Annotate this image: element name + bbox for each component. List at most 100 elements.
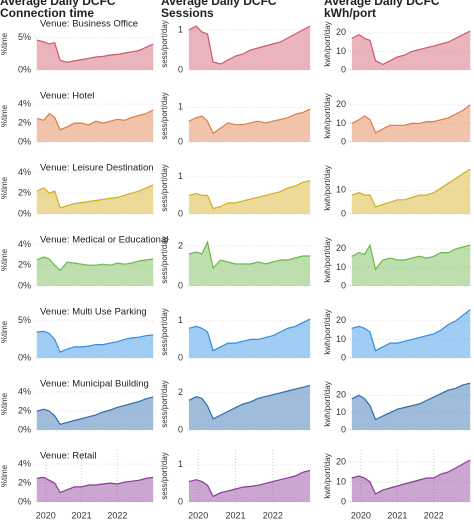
y-tick-label: 0% — [18, 280, 31, 290]
y-tick-label: 0 — [178, 496, 183, 506]
area — [36, 184, 154, 214]
y-axis-label: sess/port/day — [160, 308, 169, 356]
y-axis-label: %time — [0, 176, 9, 199]
area — [351, 383, 471, 430]
y-axis-label: kwh/port/day — [323, 237, 332, 282]
area — [36, 40, 154, 70]
x-tick-label: 2021 — [387, 510, 407, 520]
y-tick-label: 4% — [18, 99, 31, 109]
line — [188, 318, 311, 352]
line — [36, 109, 154, 131]
y-tick-label: 0 — [341, 352, 346, 362]
y-tick-label: 0% — [18, 352, 31, 362]
y-axis-label: kwh/port/day — [323, 309, 332, 354]
y-axis-label: kwh/port/day — [323, 165, 332, 210]
y-axis-label: kwh/port/day — [323, 381, 332, 426]
area — [188, 109, 311, 142]
venue-label: Venue: Medical or Educational — [40, 235, 168, 246]
y-tick-label: 0% — [18, 496, 31, 506]
y-tick-label: 0 — [178, 136, 183, 146]
y-tick-label: 2% — [18, 188, 31, 198]
area — [188, 26, 311, 70]
x-tick-label: 2022 — [107, 510, 127, 520]
y-tick-label: 10 — [336, 262, 346, 272]
y-tick-label: 1 — [178, 315, 183, 325]
venue-label: Venue: Retail — [40, 451, 97, 462]
y-tick-label: 0 — [178, 208, 183, 218]
area — [188, 470, 311, 502]
y-tick-label: 0 — [341, 424, 346, 434]
line — [36, 476, 154, 494]
x-tick-label: 2021 — [72, 510, 92, 520]
area — [351, 104, 471, 142]
x-tick-label: 2022 — [263, 510, 283, 520]
line — [36, 396, 154, 425]
line — [351, 382, 471, 421]
y-axis-label: sess/port/day — [160, 164, 169, 212]
y-tick-label: 2% — [18, 405, 31, 415]
y-tick-label: 1 — [178, 24, 183, 34]
y-tick-label: 1 — [178, 102, 183, 112]
y-tick-label: 0 — [341, 280, 346, 290]
y-tick-label: 4% — [18, 387, 31, 397]
venue-label: Venue: Multi Use Parking — [40, 307, 147, 318]
line — [351, 104, 471, 134]
line — [188, 25, 311, 65]
y-axis-label: sess/port/day — [160, 20, 169, 68]
y-tick-label: 2 — [178, 387, 183, 397]
y-tick-label: 0% — [18, 136, 31, 146]
area — [351, 169, 471, 214]
y-axis-label: %time — [0, 248, 9, 271]
area — [36, 477, 154, 502]
y-tick-label: 2% — [18, 260, 31, 270]
y-tick-label: 10 — [336, 476, 346, 486]
y-tick-label: 20 — [336, 99, 346, 109]
column-title: Average Daily DCFC kWh/port — [324, 0, 440, 20]
x-tick-label: 2021 — [225, 510, 245, 520]
line — [188, 108, 311, 135]
area — [36, 331, 154, 358]
y-tick-label: 1 — [178, 459, 183, 469]
x-tick-label: 2020 — [351, 510, 371, 520]
y-tick-label: 10 — [336, 185, 346, 195]
line — [188, 469, 311, 498]
x-tick-label: 2020 — [188, 510, 208, 520]
y-axis-label: %time — [0, 32, 9, 55]
y-axis-label: kwh/port/day — [323, 453, 332, 498]
y-tick-label: 20 — [336, 315, 346, 325]
y-tick-label: 0% — [18, 64, 31, 74]
y-tick-label: 0 — [178, 64, 183, 74]
y-tick-label: 20 — [336, 390, 346, 400]
y-tick-label: 10 — [336, 118, 346, 128]
y-tick-label: 0 — [341, 64, 346, 74]
area — [351, 309, 471, 358]
x-tick-label: 2020 — [36, 510, 56, 520]
y-axis-label: %time — [0, 320, 9, 343]
venue-label: Venue: Municipal Building — [40, 379, 149, 390]
y-tick-label: 0 — [178, 280, 183, 290]
area — [36, 256, 154, 286]
area — [36, 396, 154, 430]
y-tick-label: 0% — [18, 424, 31, 434]
y-axis-label: %time — [0, 104, 9, 127]
venue-label: Venue: Hotel — [40, 91, 94, 102]
y-axis-label: kwh/port/day — [323, 93, 332, 138]
venue-label: Venue: Business Office — [40, 19, 138, 30]
y-axis-label: sess/port/day — [160, 452, 169, 500]
line — [188, 240, 311, 270]
column-title: Average Daily DCFC Connection time — [0, 0, 116, 20]
line — [36, 39, 154, 63]
y-tick-label: 5% — [18, 315, 31, 325]
area — [351, 460, 471, 502]
line — [36, 184, 154, 209]
venue-label: Venue: Leisure Destination — [40, 163, 154, 174]
y-tick-label: 2% — [18, 477, 31, 487]
y-tick-label: 20 — [336, 27, 346, 37]
x-tick-label: 2022 — [424, 510, 444, 520]
y-tick-label: 4% — [18, 239, 31, 249]
line — [351, 459, 471, 495]
y-tick-label: 0 — [178, 424, 183, 434]
area — [351, 245, 471, 286]
